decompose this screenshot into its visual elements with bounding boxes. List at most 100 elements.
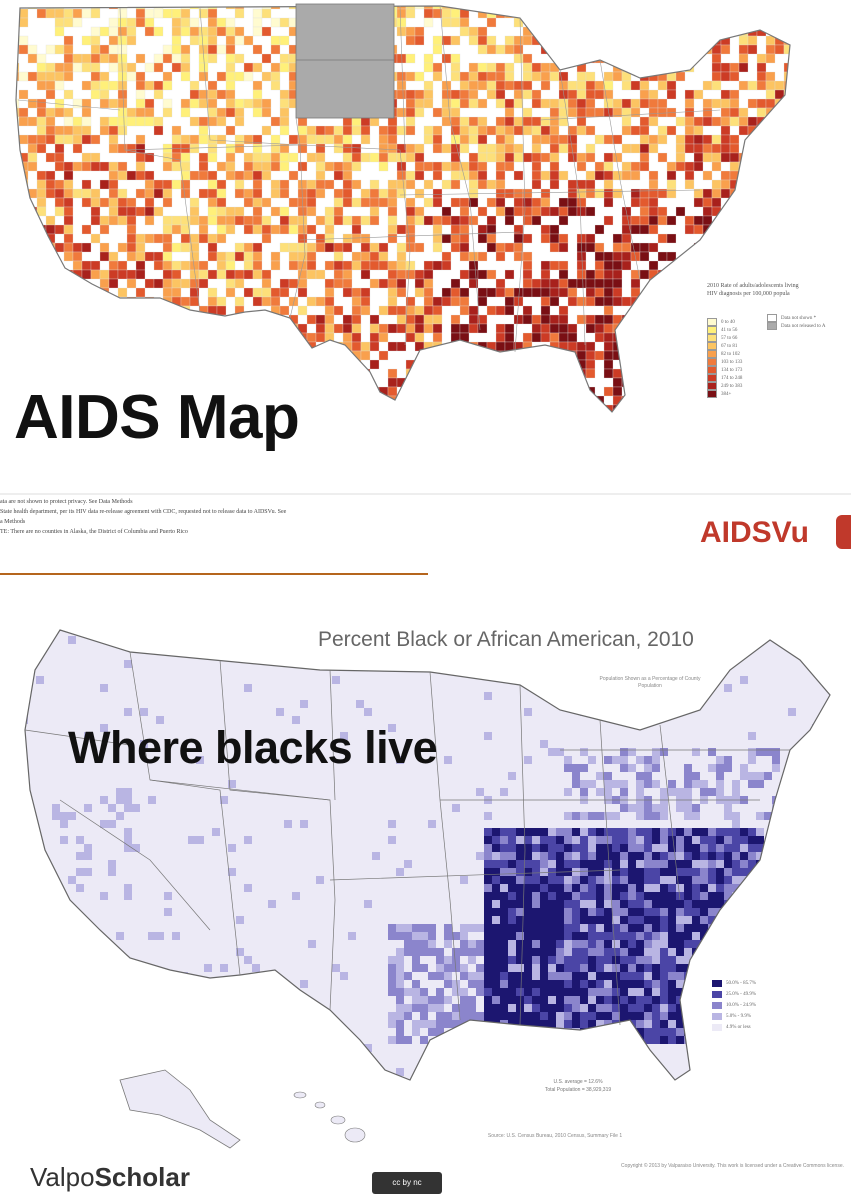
county-cell	[692, 772, 700, 780]
county-cell	[351, 305, 362, 316]
county-cell	[27, 287, 38, 298]
county-cell	[675, 341, 686, 352]
county-cell	[360, 386, 371, 397]
us-outline	[15, 5, 791, 413]
county-cell	[774, 179, 785, 190]
county-cell	[216, 134, 227, 145]
county-cell	[162, 44, 173, 55]
county-cell	[444, 924, 452, 932]
county-cell	[63, 116, 74, 127]
county-cell	[532, 884, 540, 892]
county-cell	[774, 17, 785, 28]
county-cell	[81, 197, 92, 208]
county-cell	[508, 844, 516, 852]
county-cell	[16, 8, 20, 19]
county-cell	[612, 269, 623, 280]
county-cell	[540, 278, 551, 289]
county-cell	[117, 206, 128, 217]
county-cell	[548, 876, 556, 884]
county-cell	[693, 377, 704, 388]
county-cell	[148, 932, 156, 940]
county-cell	[404, 932, 412, 940]
county-cell	[740, 948, 748, 956]
county-cell	[441, 368, 452, 379]
county-cell	[567, 179, 578, 190]
county-cell	[668, 836, 676, 844]
county-cell	[580, 860, 588, 868]
county-cell	[144, 215, 155, 226]
county-cell	[441, 215, 452, 226]
county-cell	[660, 836, 668, 844]
county-cell	[351, 152, 362, 163]
county-cell	[644, 964, 652, 972]
county-cell	[604, 980, 612, 988]
county-cell	[108, 143, 119, 154]
county-cell	[468, 1012, 476, 1020]
county-cell	[189, 35, 200, 46]
county-cell	[532, 988, 540, 996]
county-cell	[588, 884, 596, 892]
county-cell	[676, 948, 684, 956]
county-cell	[748, 956, 756, 964]
county-cell	[783, 206, 790, 217]
county-cell	[279, 107, 290, 118]
county-cell	[548, 1020, 556, 1028]
county-cell	[72, 323, 83, 334]
county-cell	[340, 732, 348, 740]
valpo-prefix: Valpo	[30, 1162, 95, 1192]
county-cell	[548, 948, 556, 956]
county-cell	[644, 860, 652, 868]
county-cell	[596, 900, 604, 908]
county-cell	[612, 932, 620, 940]
county-cell	[508, 964, 516, 972]
county-cell	[27, 152, 38, 163]
county-cell	[532, 852, 540, 860]
county-cell	[220, 964, 228, 972]
county-cell	[486, 359, 497, 370]
county-cell	[414, 35, 425, 46]
county-cell	[765, 134, 776, 145]
county-cell	[660, 908, 668, 916]
county-cell	[644, 1028, 652, 1036]
county-cell	[36, 143, 47, 154]
county-cell	[652, 996, 660, 1004]
county-cell	[432, 44, 443, 55]
county-cell	[793, 252, 802, 261]
county-cell	[234, 53, 245, 64]
county-cell	[756, 828, 764, 836]
county-cell	[432, 134, 443, 145]
county-cell	[556, 900, 564, 908]
county-cell	[532, 414, 541, 423]
county-cell	[27, 278, 38, 289]
county-cell	[212, 828, 220, 836]
county-cell	[756, 17, 767, 28]
county-cell	[603, 323, 614, 334]
county-cell	[636, 988, 644, 996]
county-cell	[774, 44, 785, 55]
county-cell	[724, 860, 732, 868]
county-cell	[756, 1004, 764, 1012]
county-cell	[729, 215, 740, 226]
county-cell	[594, 287, 605, 298]
county-cell	[16, 305, 20, 316]
county-cell	[708, 868, 716, 876]
county-cell	[564, 972, 572, 980]
county-cell	[596, 860, 604, 868]
county-cell	[676, 836, 684, 844]
county-cell	[90, 260, 101, 271]
county-cell	[225, 323, 236, 334]
county-cell	[27, 143, 38, 154]
county-cell	[52, 804, 60, 812]
county-cell	[676, 868, 684, 876]
county-cell	[639, 98, 650, 109]
county-cell	[468, 170, 479, 181]
county-cell	[189, 206, 200, 217]
percent-legend-swatch	[712, 1002, 722, 1009]
county-cell	[144, 116, 155, 127]
county-cell	[198, 233, 209, 244]
county-cell	[620, 780, 628, 788]
county-cell	[639, 269, 650, 280]
county-cell	[660, 964, 668, 972]
county-cell	[531, 17, 542, 28]
county-cell	[450, 395, 461, 406]
